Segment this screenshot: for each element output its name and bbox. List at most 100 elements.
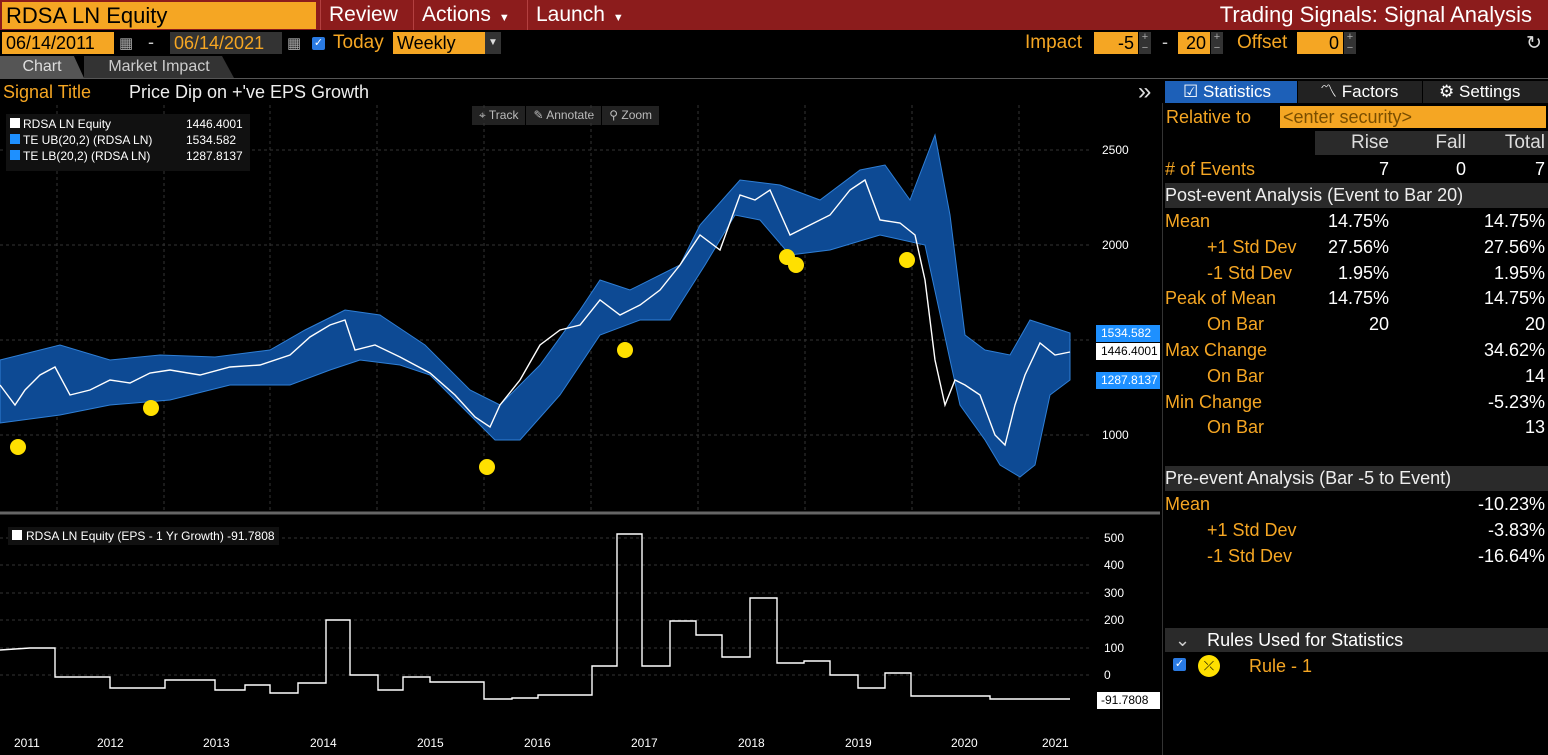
col-rise: Rise	[1350, 132, 1389, 153]
signal-marker[interactable]	[788, 257, 804, 273]
eps-legend-text: RDSA LN Equity (EPS - 1 Yr Growth) -91.7…	[26, 529, 275, 543]
pre-stat-row: Mean -10.23%	[1165, 492, 1548, 517]
tab-settings[interactable]: ⚙ Settings	[1423, 81, 1548, 103]
increment-icon[interactable]: +	[1344, 32, 1356, 43]
price-tick: 2500	[1102, 143, 1129, 157]
chevron-down-icon: ▼	[612, 12, 624, 24]
rules-title: Rules Used for Statistics	[1207, 630, 1404, 650]
legend-swatch	[10, 134, 20, 144]
gear-icon: ⚙	[1439, 82, 1455, 101]
x-tick: 2016	[524, 736, 551, 750]
increment-icon[interactable]: +	[1211, 32, 1223, 43]
stat-total: -3.83%	[1487, 519, 1545, 540]
relative-security-input[interactable]: <enter security>	[1280, 106, 1546, 128]
collapse-chevron-icon[interactable]: ⌄	[1175, 630, 1191, 650]
tab-divider	[0, 78, 1548, 79]
signal-marker[interactable]	[899, 252, 915, 268]
increment-icon[interactable]: +	[1139, 32, 1151, 43]
legend-item[interactable]: RDSA LN Equity 1446.4001	[10, 116, 246, 132]
stat-rise: 20	[1368, 314, 1389, 335]
stat-label: -1 Std Dev	[1207, 262, 1293, 283]
post-stat-row: On Bar 14	[1165, 364, 1548, 389]
end-date-field[interactable]: 06/14/2021	[170, 32, 282, 54]
track-tool[interactable]: ⌖ Track	[472, 106, 525, 125]
period-select[interactable]: Weekly ▼	[393, 32, 501, 54]
eps-tick: 300	[1104, 586, 1125, 600]
price-chart[interactable]	[0, 105, 1160, 755]
eps-tick: 400	[1104, 558, 1125, 572]
annotate-tool[interactable]: ✎ Annotate	[525, 106, 601, 125]
offset-label: Offset	[1237, 32, 1288, 53]
tab-chart-label: Chart	[22, 58, 62, 75]
zoom-tool[interactable]: ⚲ Zoom	[601, 106, 659, 125]
start-date-field[interactable]: 06/14/2011	[2, 32, 114, 54]
stat-label: On Bar	[1207, 417, 1265, 438]
actions-menu[interactable]: Actions ▼	[413, 0, 525, 30]
signal-title-label: Signal Title	[3, 82, 92, 102]
chevron-down-icon[interactable]: ▼	[485, 32, 501, 54]
pre-stat-row: -1 Std Dev -16.64%	[1165, 544, 1548, 569]
tab-statistics-label: Statistics	[1202, 82, 1272, 101]
signal-title-value: Price Dip on +'ve EPS Growth	[129, 82, 370, 102]
panel-divider	[1162, 103, 1163, 755]
eps-growth-line	[0, 533, 1070, 700]
zoom-label: Zoom	[621, 108, 653, 122]
lower-band-tag: 1287.8137	[1096, 372, 1160, 389]
x-tick: 2020	[951, 736, 978, 750]
tab-factors-label: Factors	[1341, 82, 1399, 101]
legend-swatch	[12, 530, 22, 540]
decrement-icon[interactable]: −	[1344, 43, 1356, 54]
stat-label: Mean	[1165, 211, 1211, 231]
stat-rise: 14.75%	[1327, 288, 1389, 309]
rule-checkbox[interactable]: ✓	[1173, 658, 1186, 671]
refresh-icon[interactable]: ↻	[1526, 33, 1542, 54]
legend-name: TE UB(20,2) (RDSA LN)	[23, 133, 153, 147]
tab-factors[interactable]: 〽 Factors	[1298, 81, 1422, 103]
post-stat-row: Max Change 34.62%	[1165, 338, 1548, 363]
launch-label: Launch	[536, 3, 605, 26]
tab-settings-label: Settings	[1458, 82, 1521, 101]
rules-header: ⌄ Rules Used for Statistics	[1165, 628, 1548, 652]
stat-total: 34.62%	[1483, 340, 1545, 360]
legend-value: 1534.582	[186, 133, 237, 147]
track-label: Track	[488, 108, 519, 122]
x-tick: 2021	[1042, 736, 1069, 750]
stat-rise: 14.75%	[1327, 211, 1389, 231]
last-price-tag: 1446.4001	[1096, 343, 1160, 360]
app-title: Trading Signals: Signal Analysis	[1219, 2, 1532, 27]
upper-band-tag: 1534.582	[1096, 325, 1160, 342]
signal-marker[interactable]	[479, 459, 495, 475]
tab-market-impact[interactable]: Market Impact	[84, 56, 234, 78]
decrement-icon[interactable]: −	[1211, 43, 1223, 54]
calendar-icon[interactable]: ▦	[287, 35, 302, 52]
post-stat-row: On Bar 20 20	[1165, 312, 1548, 337]
launch-menu[interactable]: Launch ▼	[527, 0, 639, 30]
ticker-input[interactable]: RDSA LN Equity	[2, 2, 316, 29]
tab-chart[interactable]: Chart	[0, 56, 84, 78]
stat-label: Min Change	[1165, 391, 1263, 412]
legend-item[interactable]: TE LB(20,2) (RDSA LN) 1287.8137	[10, 148, 246, 164]
legend-item[interactable]: TE UB(20,2) (RDSA LN) 1534.582	[10, 132, 246, 148]
today-checkbox[interactable]: ✓	[312, 37, 325, 50]
decrement-icon[interactable]: −	[1139, 43, 1151, 54]
signal-markers[interactable]	[10, 249, 915, 475]
tab-statistics[interactable]: ☑ Statistics	[1165, 81, 1297, 103]
impact-from-field[interactable]: -5	[1094, 32, 1138, 54]
stat-label: On Bar	[1207, 314, 1265, 335]
signal-marker[interactable]	[143, 400, 159, 416]
eps-tick: 200	[1104, 613, 1125, 627]
signal-marker[interactable]	[10, 439, 26, 455]
stat-total: 13	[1524, 417, 1545, 438]
stat-rise: 1.95%	[1337, 262, 1389, 283]
signal-marker[interactable]	[617, 342, 633, 358]
offset-field[interactable]: 0	[1297, 32, 1343, 54]
review-menu[interactable]: Review	[320, 0, 410, 30]
review-label: Review	[329, 3, 398, 26]
rule-label[interactable]: Rule - 1	[1249, 656, 1313, 676]
price-line	[0, 178, 1071, 447]
impact-to-field[interactable]: 20	[1178, 32, 1210, 54]
collapse-icon[interactable]: »	[1138, 78, 1152, 105]
events-row: # of Events 7 0 7	[1165, 157, 1548, 182]
calendar-icon[interactable]: ▦	[119, 35, 134, 52]
annotate-label: Annotate	[546, 108, 595, 122]
